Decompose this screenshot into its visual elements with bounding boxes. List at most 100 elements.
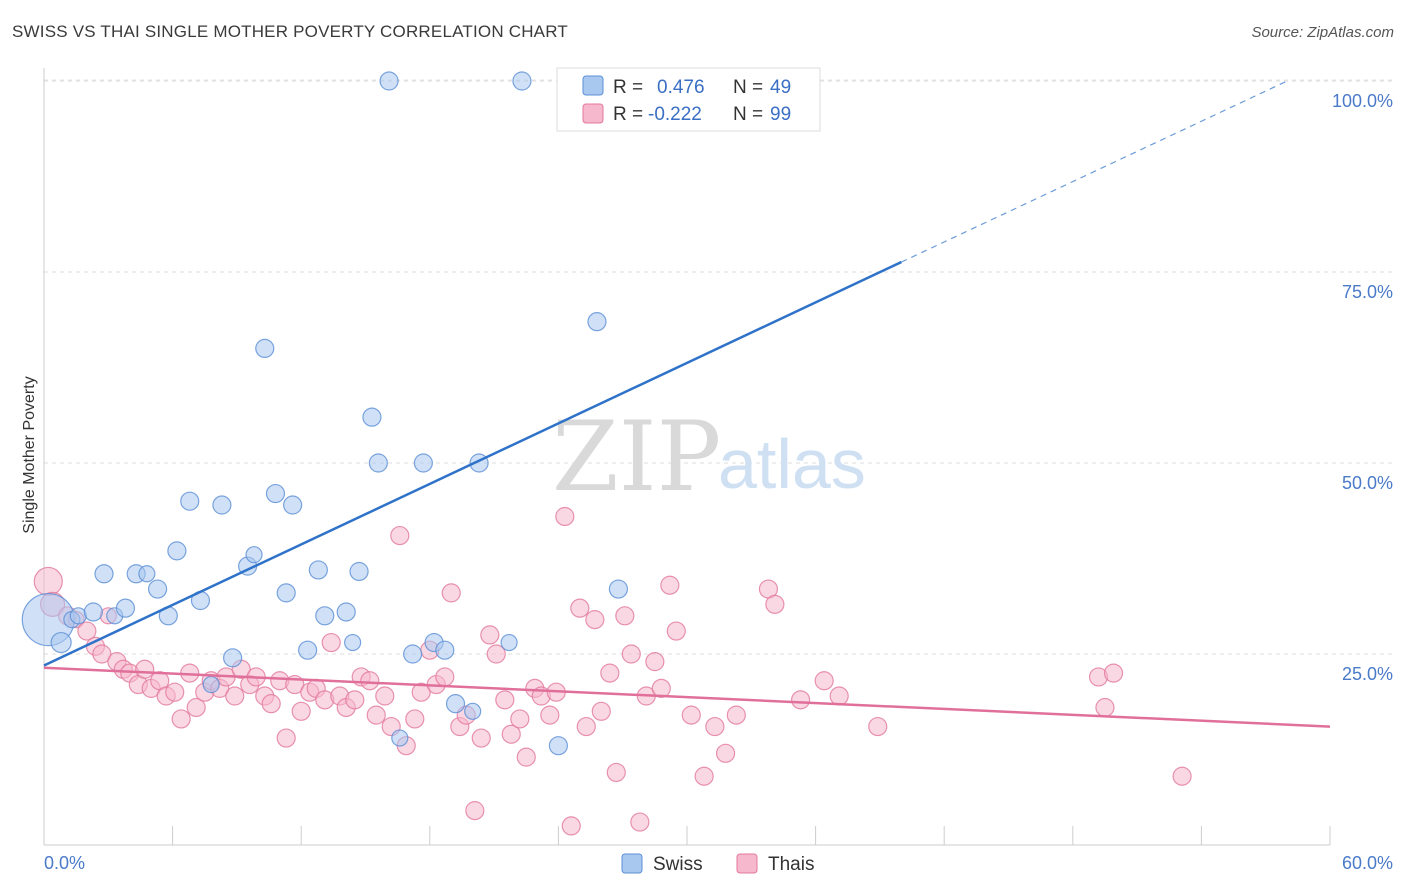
legend: R = 0.476 N = 49 R = -0.222 N = 99 xyxy=(556,67,821,132)
thai-point xyxy=(261,694,281,714)
swiss-point xyxy=(464,702,482,720)
y-tick-label: 100.0% xyxy=(1332,91,1393,111)
thai-point xyxy=(666,621,686,641)
legend-n-value-swiss: 49 xyxy=(770,77,791,98)
swiss-point xyxy=(298,640,318,660)
thai-point xyxy=(186,697,206,718)
legend-r-value-thais: -0.222 xyxy=(648,104,702,125)
swiss-point xyxy=(180,491,200,511)
swiss-point xyxy=(283,495,303,515)
thai-point xyxy=(790,690,811,710)
thai-point xyxy=(694,766,714,786)
swiss-point xyxy=(445,694,466,714)
thai-point xyxy=(471,728,491,748)
thai-point xyxy=(435,667,455,687)
thai-point xyxy=(621,644,641,664)
swiss-point xyxy=(391,729,409,747)
thai-point xyxy=(868,716,888,737)
thai-point xyxy=(570,598,590,618)
swiss-point xyxy=(344,633,362,652)
thai-point xyxy=(615,606,635,626)
swiss-point xyxy=(349,561,369,582)
trend-lines xyxy=(43,80,1331,728)
thai-point xyxy=(705,716,725,737)
swiss-point xyxy=(379,71,399,91)
y-tick-label: 25.0% xyxy=(1342,664,1393,684)
thai-point xyxy=(165,682,185,702)
swiss-point xyxy=(265,483,286,504)
bottom-legend-swatch-swiss xyxy=(621,853,643,874)
x-tick-max: 60.0% xyxy=(1342,853,1393,873)
thai-point xyxy=(501,724,521,744)
swiss-trend-extension xyxy=(901,80,1288,263)
swiss-point xyxy=(362,407,382,427)
chart-title: SWISS VS THAI SINGLE MOTHER POVERTY CORR… xyxy=(12,22,568,41)
thai-point xyxy=(291,701,311,721)
legend-swatch-thais xyxy=(582,103,604,124)
thai-point xyxy=(92,644,112,664)
thai-point xyxy=(660,575,680,595)
swiss-point xyxy=(255,338,275,358)
legend-swatch-swiss xyxy=(582,75,604,96)
swiss-point xyxy=(368,453,388,473)
thai-point xyxy=(561,816,581,836)
thai-point xyxy=(390,525,410,546)
thai-point xyxy=(600,663,620,683)
watermark: ZIP atlas xyxy=(552,401,866,513)
thai-point xyxy=(375,686,395,706)
swiss-point xyxy=(587,312,607,332)
bottom-legend-swiss: Swiss xyxy=(653,854,703,875)
thai-point xyxy=(411,682,431,702)
thai-point xyxy=(480,625,500,645)
y-tick-labels: 25.0% 50.0% 75.0% 100.0% xyxy=(1332,91,1393,684)
thai-point xyxy=(576,716,596,737)
thai-point xyxy=(171,709,191,729)
watermark-atlas: atlas xyxy=(718,425,866,503)
swiss-point xyxy=(202,675,220,694)
swiss-point xyxy=(276,583,296,603)
thai-point xyxy=(555,506,575,527)
legend-r-label-swiss: R = xyxy=(613,77,643,98)
legend-n-label-swiss: N = xyxy=(733,77,763,98)
source-credit: Source: ZipAtlas.com xyxy=(1251,24,1394,41)
swiss-point xyxy=(336,602,356,622)
swiss-point xyxy=(413,453,433,473)
thai-trend-line xyxy=(43,666,1331,728)
thai-point xyxy=(681,705,701,725)
thai-point xyxy=(33,566,63,597)
swiss-point xyxy=(147,579,168,599)
swiss-trend-line xyxy=(43,260,902,667)
thai-point xyxy=(591,701,611,721)
swiss-point xyxy=(512,71,532,91)
thai-point xyxy=(606,762,626,783)
thai-point xyxy=(765,594,785,614)
swiss-point xyxy=(548,736,569,756)
y-axis-label: Single Mother Poverty xyxy=(21,376,38,533)
thai-point xyxy=(366,705,386,725)
thai-point xyxy=(441,583,461,603)
thai-point xyxy=(495,690,515,710)
swiss-points xyxy=(21,71,820,756)
swiss-point xyxy=(167,541,187,561)
x-tick-min: 0.0% xyxy=(44,853,85,873)
swiss-point xyxy=(94,564,114,584)
thai-point xyxy=(814,671,834,691)
thai-point xyxy=(1103,663,1124,683)
y-tick-label: 75.0% xyxy=(1342,282,1393,302)
swiss-point xyxy=(83,602,103,622)
swiss-point xyxy=(138,565,156,583)
swiss-point xyxy=(245,546,263,564)
thai-point xyxy=(651,678,671,698)
swiss-point xyxy=(403,644,423,664)
thai-point xyxy=(465,801,485,821)
swiss-point xyxy=(50,631,72,654)
swiss-point xyxy=(435,640,455,660)
swiss-point xyxy=(608,579,629,599)
thai-point xyxy=(726,705,746,725)
thai-point xyxy=(715,743,736,763)
thai-point xyxy=(77,621,97,641)
y-tick-label: 50.0% xyxy=(1342,473,1393,493)
thai-point xyxy=(225,686,245,706)
thai-point xyxy=(1172,766,1192,786)
